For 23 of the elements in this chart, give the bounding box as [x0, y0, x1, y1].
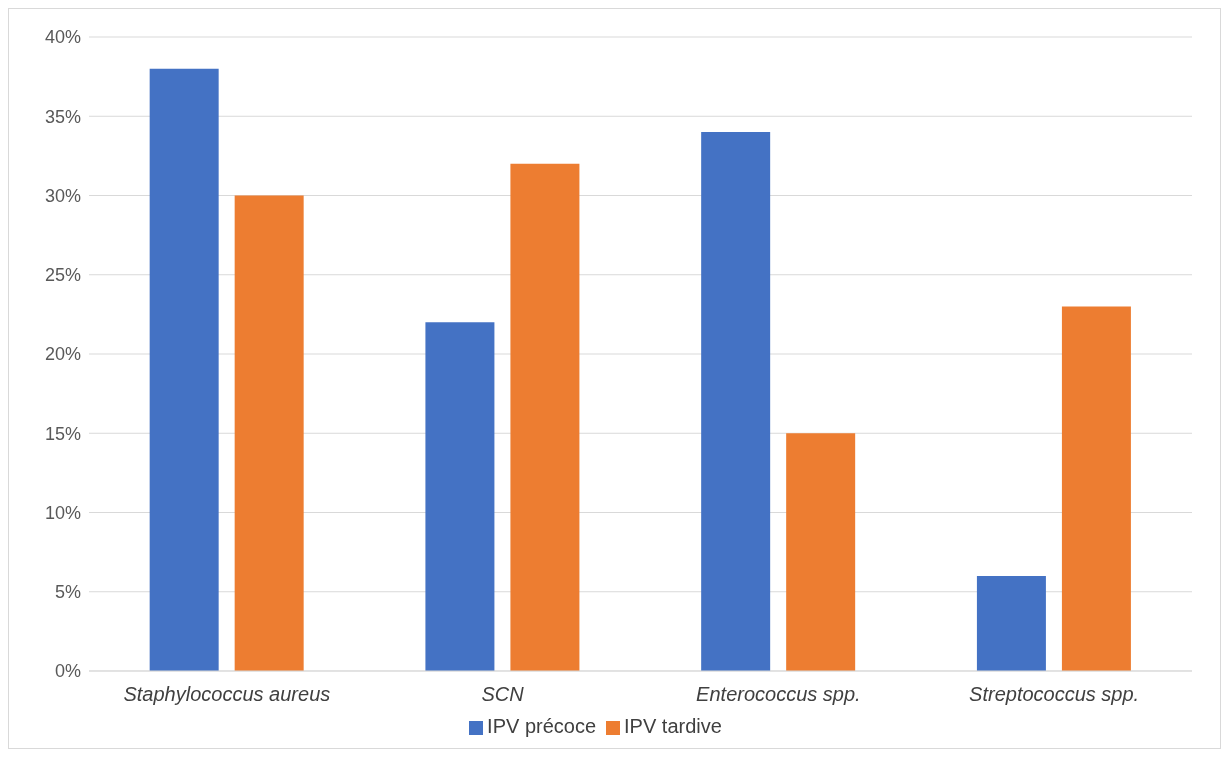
y-tick-label: 30%	[44, 185, 81, 206]
y-tick-label: 5%	[54, 582, 81, 603]
y-tick-label: 15%	[44, 423, 81, 444]
legend-label: IPV précoce	[487, 715, 597, 737]
bar	[701, 132, 771, 671]
legend-label: IPV tardive	[624, 715, 722, 737]
bar	[786, 433, 856, 671]
x-tick-label: SCN	[481, 683, 525, 706]
x-tick-label: Enterococcus spp.	[696, 683, 861, 706]
bar	[425, 322, 495, 671]
y-tick-label: 40%	[44, 27, 81, 48]
x-tick-label: Staphylococcus aureus	[123, 683, 331, 706]
y-tick-label: 25%	[44, 265, 81, 286]
y-tick-label: 0%	[54, 661, 81, 682]
bar	[510, 163, 580, 671]
y-tick-label: 10%	[44, 502, 81, 523]
bar	[1061, 306, 1131, 671]
bar	[234, 195, 304, 671]
x-tick-label: Streptococcus spp.	[969, 683, 1140, 706]
bar	[149, 68, 219, 671]
y-tick-label: 35%	[44, 106, 81, 127]
bar	[976, 575, 1046, 671]
y-tick-label: 20%	[44, 344, 81, 365]
